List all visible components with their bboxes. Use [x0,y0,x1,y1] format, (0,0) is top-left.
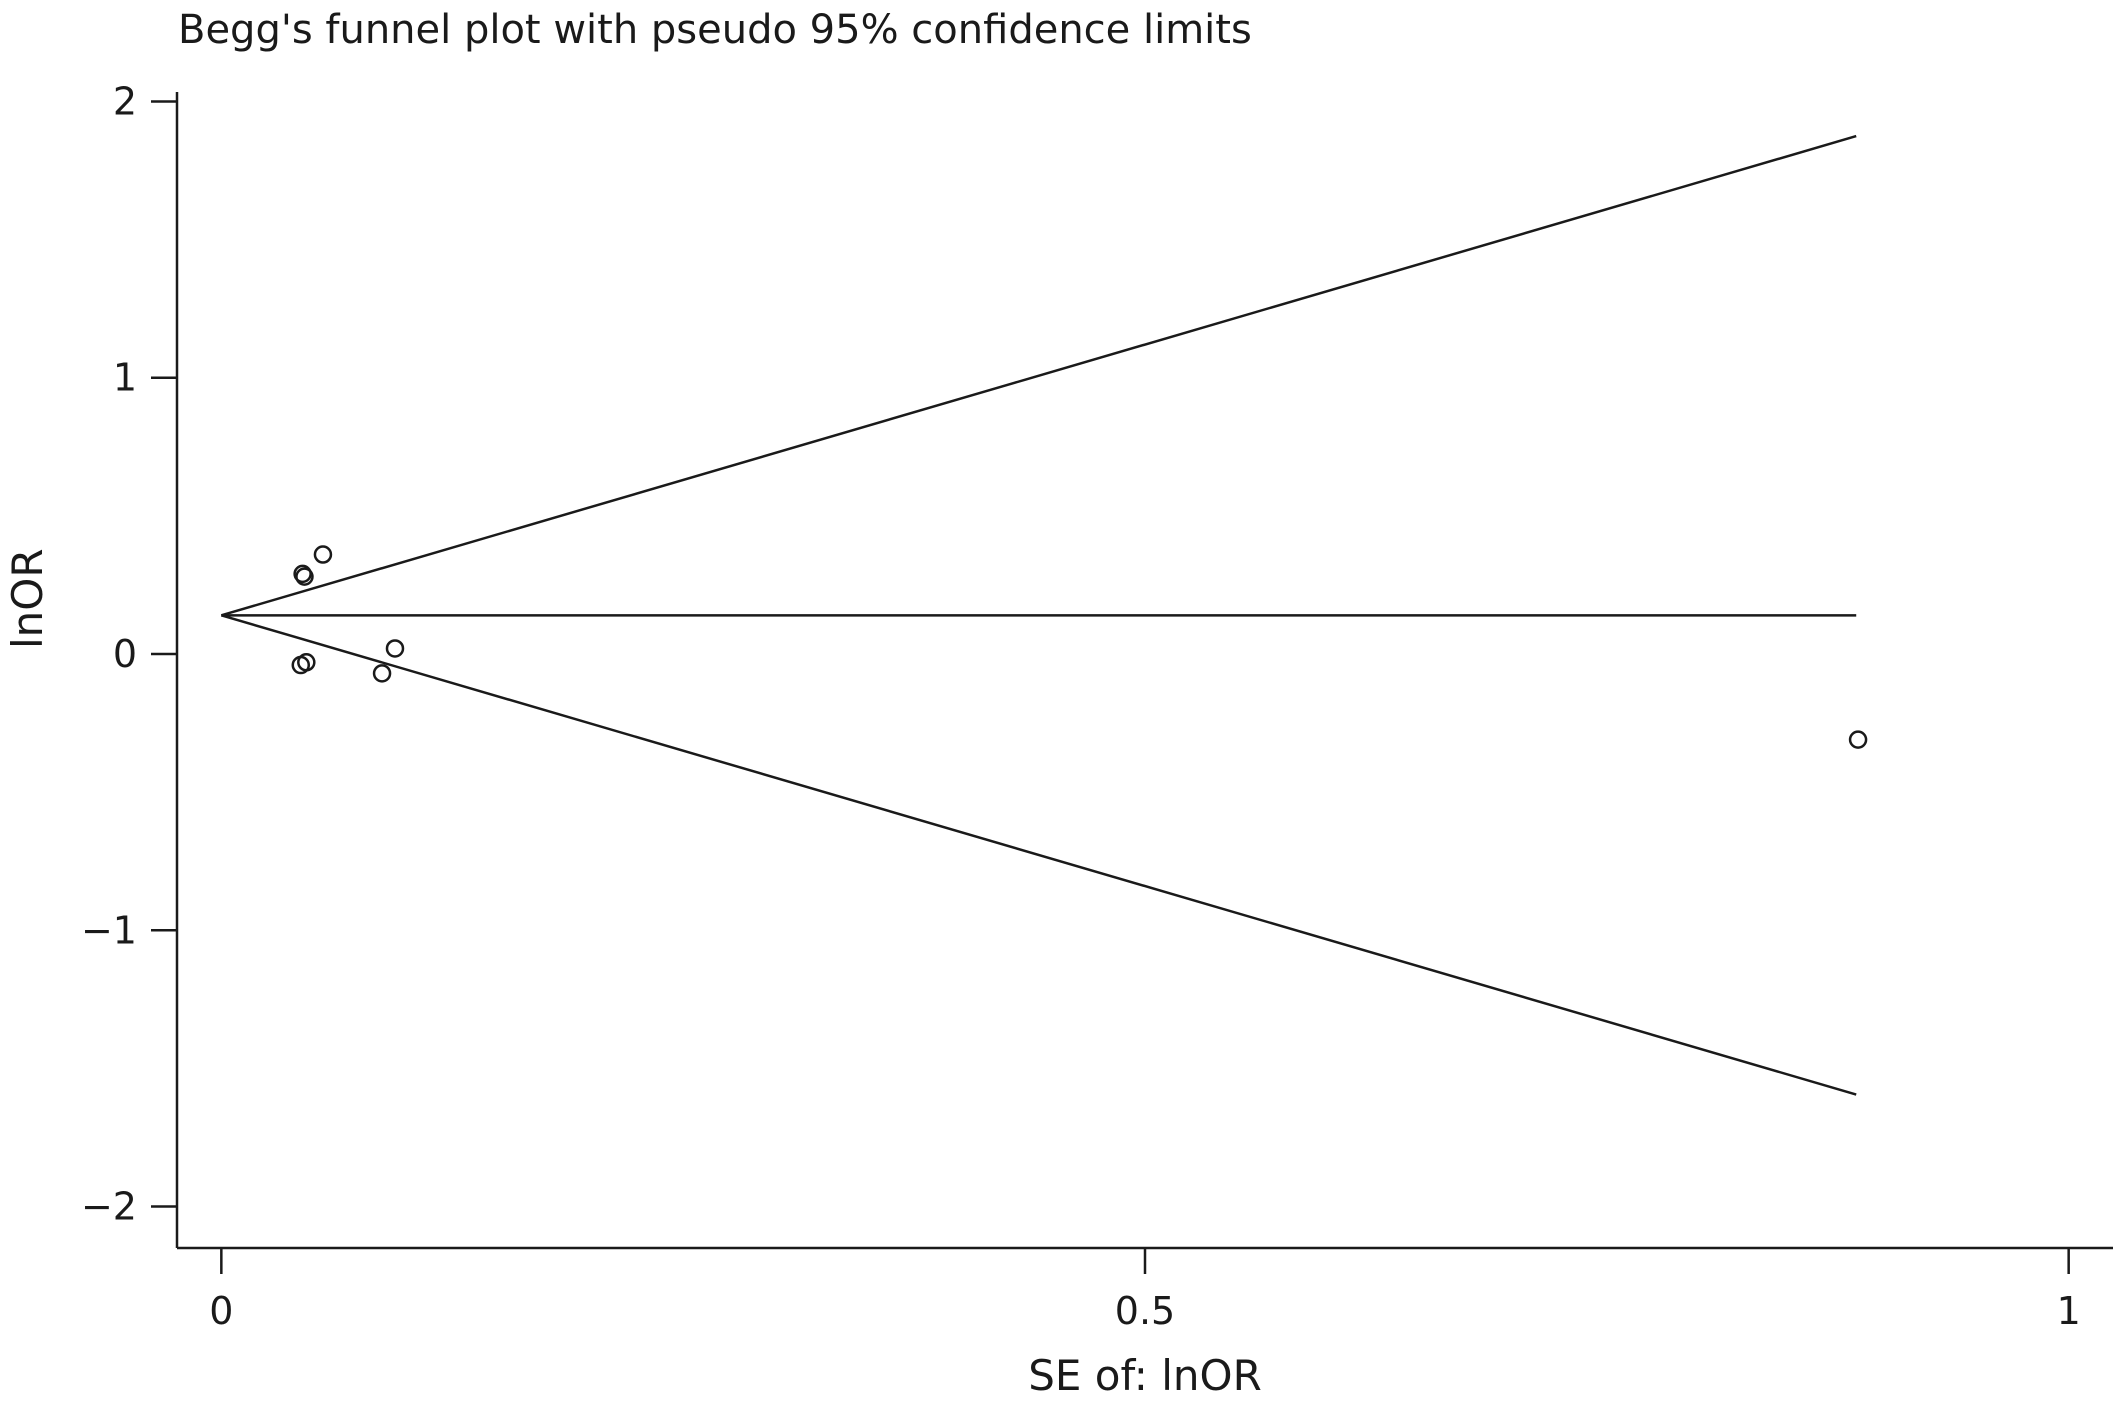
y-tick-label: 1 [113,356,137,400]
y-tick-label: 0 [113,632,137,676]
study-point [313,545,333,564]
y-tick-label: −1 [81,908,137,952]
y-tick-label: −2 [81,1185,137,1229]
study-point [293,564,312,584]
lower-confidence-limit-line [220,614,1857,1096]
x-axis-ticks: 0 0.5 1 [209,1248,2081,1333]
y-axis-ticks: 2 1 0 −1 −2 [81,79,177,1229]
x-tick-label: 0 [209,1289,233,1333]
study-point [385,639,405,658]
study-point [295,567,314,586]
study-point [1848,730,1868,749]
study-points [291,545,1868,749]
x-tick-label: 1 [2057,1289,2081,1333]
x-axis-label: SE of: lnOR [1028,1351,1262,1400]
chart-title: Begg's funnel plot with pseudo 95% confi… [178,7,1252,53]
y-tick-label: 2 [113,79,137,123]
study-point [297,653,316,672]
x-tick-label: 0.5 [1115,1289,1175,1333]
funnel-lines [220,134,1857,1096]
study-point [372,664,392,683]
upper-confidence-limit-line [220,134,1857,617]
y-axis-label: lnOR [3,548,52,649]
axes: 210−1−2 0 0.5 1 [81,79,2113,1333]
